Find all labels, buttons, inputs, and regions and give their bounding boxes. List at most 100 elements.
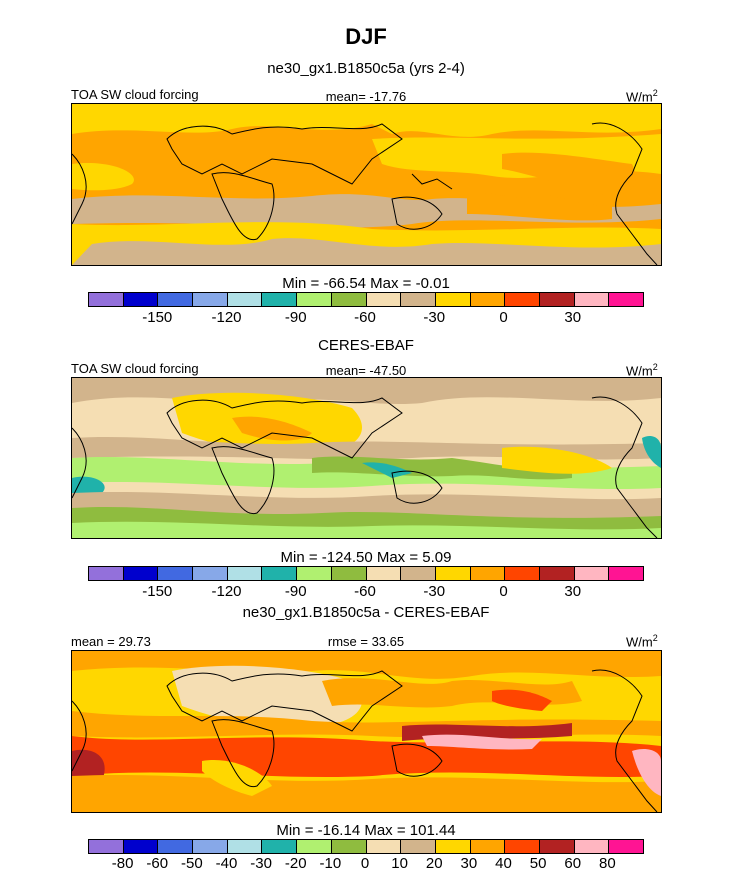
colorbar-tick-label: -150 (142, 583, 173, 600)
colorbar-swatch (158, 840, 194, 853)
panel1-units: W/m2 (626, 88, 658, 105)
colorbar-swatch (435, 567, 471, 580)
colorbar-swatch (123, 293, 159, 306)
colorbar-swatch (158, 293, 194, 306)
colorbar-swatch (193, 293, 228, 306)
colorbar-swatch (435, 293, 471, 306)
colorbar-swatch (539, 840, 575, 853)
colorbar-swatch (366, 840, 402, 853)
colorbar-tick-label: 40 (495, 855, 512, 872)
colorbar-swatch (505, 567, 540, 580)
panel3-rmse-label: rmse = 33.65 (327, 634, 405, 649)
colorbar-tick-label: 0 (499, 583, 508, 600)
main-title: DJF (345, 24, 387, 49)
colorbar-swatch (331, 293, 367, 306)
colorbar-tick-label: 30 (460, 855, 478, 872)
colorbar-swatch (470, 293, 506, 306)
colorbar-swatch (435, 840, 471, 853)
panel1-mean-label: mean= -17.76 (325, 89, 407, 104)
colorbar-swatch (609, 567, 643, 580)
colorbar-2-ticks: -150 -120 -90 -60 -30 0 30 (0, 583, 733, 601)
colorbar-swatch (574, 567, 610, 580)
colorbar-swatch (297, 567, 332, 580)
colorbar-tick-label: -30 (423, 309, 446, 326)
colorbar-swatch (470, 567, 506, 580)
colorbar-tick-label: -40 (215, 855, 238, 872)
panel3-units: W/m2 (626, 633, 658, 650)
colorbar-swatch (262, 567, 298, 580)
panel3-mean-label: mean = 29.73 (71, 634, 151, 649)
colorbar-1 (88, 292, 644, 307)
panel1-left-label: TOA SW cloud forcing (71, 87, 199, 102)
panel3-minmax: Min = -16.14 Max = 101.44 (276, 822, 456, 839)
colorbar-tick-label: 30 (564, 309, 582, 326)
panel2-map (71, 377, 662, 539)
colorbar-swatch (297, 293, 332, 306)
colorbar-swatch (227, 293, 263, 306)
colorbar-swatch (539, 567, 575, 580)
colorbar-swatch (331, 840, 367, 853)
colorbar-tick-label: 50 (529, 855, 547, 872)
colorbar-swatch (262, 840, 298, 853)
colorbar-swatch (401, 840, 436, 853)
colorbar-swatch (401, 567, 436, 580)
colorbar-tick-label: -90 (284, 309, 307, 326)
panel2-title: CERES-EBAF (318, 337, 414, 354)
colorbar-swatch (574, 293, 610, 306)
colorbar-swatch (539, 293, 575, 306)
colorbar-swatch (574, 840, 610, 853)
colorbar-tick-label: -90 (284, 583, 307, 600)
panel1-title: ne30_gx1.B1850c5a (yrs 2-4) (267, 60, 465, 77)
colorbar-tick-label: -60 (146, 855, 169, 872)
colorbar-swatch (505, 293, 540, 306)
colorbar-swatch (331, 567, 367, 580)
colorbar-swatch (193, 840, 228, 853)
colorbar-swatch (227, 567, 263, 580)
panel2-left-label: TOA SW cloud forcing (71, 361, 199, 376)
panel2-units: W/m2 (626, 362, 658, 379)
colorbar-swatch (89, 567, 124, 580)
panel3-title: ne30_gx1.B1850c5a - CERES-EBAF (242, 604, 490, 621)
colorbar-tick-label: -80 (111, 855, 134, 872)
colorbar-swatch (89, 293, 124, 306)
colorbar-3 (88, 839, 644, 854)
colorbar-swatch (366, 293, 402, 306)
colorbar-swatch (366, 567, 402, 580)
colorbar-swatch (505, 840, 540, 853)
colorbar-tick-label: -50 (181, 855, 203, 872)
colorbar-tick-label: 0 (360, 855, 370, 872)
panel1-map (71, 103, 662, 266)
colorbar-tick-label: -60 (354, 309, 376, 326)
colorbar-swatch (123, 840, 159, 853)
colorbar-swatch (297, 840, 332, 853)
colorbar-swatch (470, 840, 506, 853)
colorbar-swatch (193, 567, 228, 580)
colorbar-tick-label: -30 (423, 583, 446, 600)
colorbar-tick-label: -60 (354, 583, 376, 600)
colorbar-tick-label: -120 (211, 309, 242, 326)
colorbar-tick-label: -20 (284, 855, 307, 872)
colorbar-swatch (262, 293, 298, 306)
panel2-minmax: Min = -124.50 Max = 5.09 (280, 549, 452, 566)
colorbar-tick-label: 30 (564, 583, 582, 600)
colorbar-swatch (609, 293, 643, 306)
colorbar-1-ticks: -150 -120 -90 -60 -30 0 30 (0, 309, 733, 327)
panel1-minmax: Min = -66.54 Max = -0.01 (282, 275, 450, 292)
colorbar-tick-label: 0 (499, 309, 508, 326)
colorbar-swatch (158, 567, 194, 580)
panel3-map (71, 650, 662, 813)
colorbar-swatch (123, 567, 159, 580)
colorbar-swatch (609, 840, 643, 853)
colorbar-swatch (401, 293, 436, 306)
colorbar-tick-label: -120 (211, 583, 242, 600)
colorbar-tick-label: 20 (425, 855, 443, 872)
colorbar-swatch (227, 840, 263, 853)
colorbar-tick-label: -150 (142, 309, 173, 326)
colorbar-tick-label: 80 (599, 855, 616, 872)
colorbar-3-ticks: -80 -60 -50 -40 -30 -20 -10 0 10 20 30 40 50 60 80 (0, 855, 733, 873)
colorbar-tick-label: -30 (250, 855, 272, 872)
colorbar-swatch (89, 840, 124, 853)
panel2-mean-label: mean= -47.50 (325, 363, 407, 378)
colorbar-2 (88, 566, 644, 581)
colorbar-tick-label: 60 (564, 855, 582, 872)
